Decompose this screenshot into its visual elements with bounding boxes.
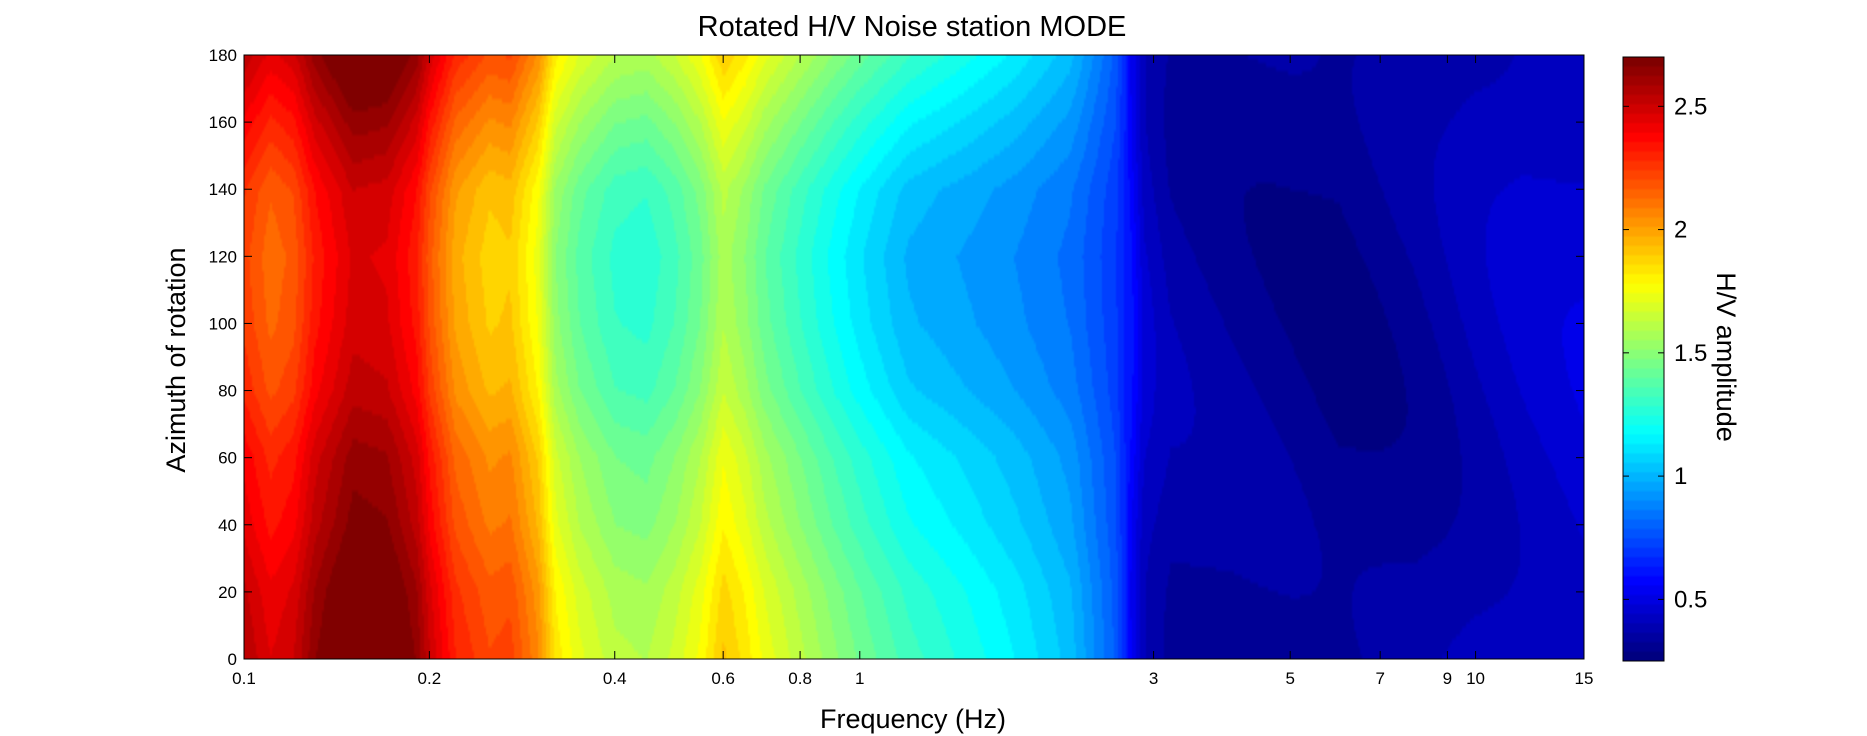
x-tick-label: 0.4 [603, 669, 627, 688]
x-tick-label: 1 [855, 669, 864, 688]
plot-area: 0.1 0.2 0.4 0.6 0.8 1 3 5 7 9 10 15 0 20 40 60 80 100 120… [209, 46, 1594, 688]
colorbar-tick-label: 1.5 [1674, 340, 1707, 367]
chart-title: Rotated H/V Noise station MODE [698, 11, 1127, 43]
colorbar-gradient [1623, 57, 1664, 661]
x-axis-ticks: 0.1 0.2 0.4 0.6 0.8 1 3 5 7 9 10 15 [232, 55, 1593, 688]
plot-frame [243, 54, 1585, 660]
colorbar-label: H/V amplitude [1711, 272, 1741, 442]
x-tick-label: 5 [1285, 669, 1294, 688]
x-tick-label: 9 [1443, 669, 1452, 688]
colorbar-frame [1622, 56, 1665, 662]
x-tick-label: 0.6 [711, 669, 735, 688]
y-tick-label: 160 [209, 113, 237, 132]
y-tick-label: 100 [209, 314, 237, 333]
colorbar: 0.5 1 1.5 2 2.5 [1622, 56, 1707, 662]
heatmap-surface [244, 55, 1584, 659]
colorbar-tick-label: 1 [1674, 463, 1687, 490]
x-tick-label: 0.1 [232, 669, 256, 688]
y-tick-label: 0 [228, 650, 237, 669]
y-tick-label: 40 [218, 516, 237, 535]
y-tick-label: 60 [218, 449, 237, 468]
x-tick-label: 3 [1149, 669, 1158, 688]
x-tick-label: 0.2 [418, 669, 442, 688]
y-tick-label: 120 [209, 247, 237, 266]
y-axis-label: Azimuth of rotation [161, 247, 191, 472]
y-axis-ticks: 0 20 40 60 80 100 120 140 160 180 [209, 46, 1584, 669]
x-tick-label: 15 [1575, 669, 1594, 688]
y-tick-label: 80 [218, 382, 237, 401]
x-tick-label: 0.8 [788, 669, 812, 688]
colorbar-ticks: 0.5 1 1.5 2 2.5 [1623, 93, 1707, 613]
y-tick-label: 140 [209, 180, 237, 199]
y-tick-label: 20 [218, 583, 237, 602]
x-tick-label: 10 [1466, 669, 1485, 688]
colorbar-tick-label: 2.5 [1674, 93, 1707, 120]
colorbar-tick-label: 2 [1674, 217, 1687, 244]
y-tick-label: 180 [209, 46, 237, 65]
colorbar-tick-label: 0.5 [1674, 586, 1707, 613]
x-axis-label: Frequency (Hz) [820, 704, 1006, 734]
x-tick-label: 7 [1375, 669, 1384, 688]
